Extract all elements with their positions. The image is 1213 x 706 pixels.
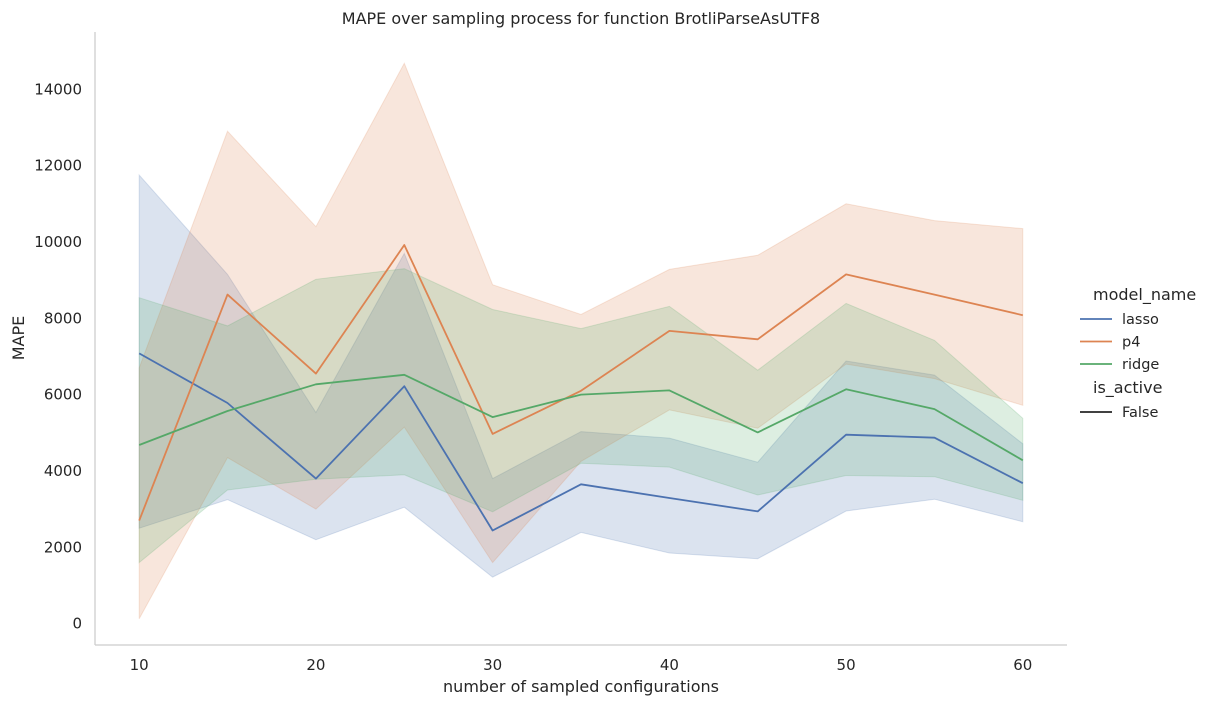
confidence-bands [138,62,1024,619]
lasso-line [138,352,1024,532]
ridge-line [138,373,1024,462]
x-tick-label: 40 [660,656,679,674]
legend: model_name lasso p4 ridge is_active False [1080,285,1196,421]
legend-label-ridge: ridge [1122,357,1159,373]
y-tick-label: 4000 [44,462,82,480]
x-tick-label: 10 [130,656,149,674]
y-tick-label: 10000 [34,233,82,251]
legend-hue-title: model_name [1093,285,1196,305]
legend-label-lasso: lasso [1122,312,1159,328]
y-axis-label: MAPE [9,316,28,361]
x-tick-labels: 10 20 30 40 50 60 [130,656,1033,674]
y-tick-label: 8000 [44,309,82,327]
y-tick-label: 12000 [34,157,82,175]
x-tick-label: 60 [1013,656,1032,674]
p4-line [138,244,1024,521]
x-tick-label: 50 [837,656,856,674]
y-tick-label: 2000 [44,538,82,556]
y-tick-label: 6000 [44,386,82,404]
legend-style-label: False [1122,405,1158,421]
series-lines [138,244,1024,532]
x-tick-label: 20 [306,656,325,674]
ridge-confidence-band [138,268,1024,564]
legend-label-p4: p4 [1122,335,1140,351]
legend-entries: lasso p4 ridge [1080,312,1159,373]
x-axis-label: number of sampled configurations [443,677,719,696]
legend-style-title: is_active [1093,378,1162,398]
y-tick-label: 14000 [34,80,82,98]
x-tick-label: 30 [483,656,502,674]
y-tick-label: 0 [72,615,82,633]
y-tick-labels: 0 2000 4000 6000 8000 10000 12000 14000 [34,80,82,632]
chart-title: MAPE over sampling process for function … [342,9,820,28]
p4-confidence-band [138,62,1024,619]
